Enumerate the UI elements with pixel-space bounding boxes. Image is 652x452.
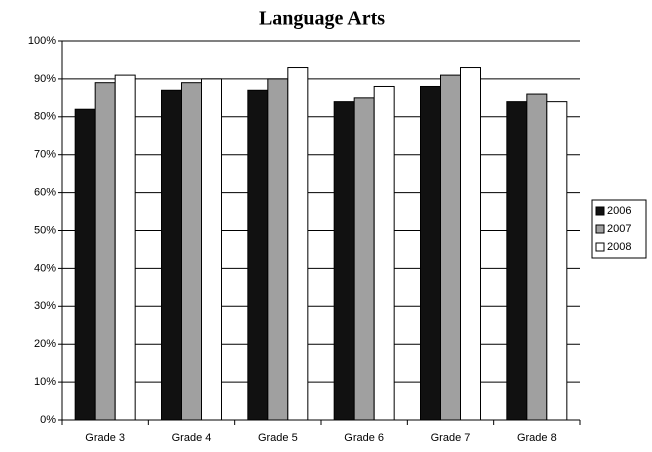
bar [287,67,309,421]
bar [373,85,395,421]
y-tick-label: 10% [34,376,56,388]
y-tick-label: 30% [34,300,56,312]
x-tick-label: Grade 4 [172,432,212,444]
legend-swatch [595,224,605,234]
bar [114,74,136,421]
y-tick-label: 40% [34,262,56,274]
y-tick-label: 0% [40,414,56,426]
bar [526,93,548,421]
bar [74,108,96,421]
legend-label: 2006 [607,205,631,217]
bar [420,85,441,421]
bar [333,101,355,421]
y-tick-label: 50% [34,224,56,236]
x-tick-label: Grade 8 [517,432,557,444]
x-tick-label: Grade 7 [431,432,471,444]
y-tick-label: 100% [28,35,56,47]
bar [506,101,528,421]
chart-title: Language Arts [259,8,385,30]
x-tick-label: Grade 5 [258,432,298,444]
bar [201,78,222,421]
y-tick-label: 90% [34,73,56,85]
bar [353,97,375,421]
bar [267,78,289,421]
bar [161,89,182,421]
legend-label: 2007 [607,223,631,235]
y-tick-label: 20% [34,338,56,350]
legend-label: 2008 [607,241,631,253]
bar [94,82,116,421]
bar [247,89,269,421]
bar [440,74,461,421]
legend-swatch [595,242,605,252]
bar [460,67,481,421]
y-tick-label: 70% [34,149,56,161]
bar [546,101,568,421]
bar [181,82,202,421]
y-tick-label: 80% [34,111,56,123]
legend-swatch [595,206,605,216]
x-tick-label: Grade 6 [344,432,384,444]
y-tick-label: 60% [34,187,56,199]
x-tick-label: Grade 3 [85,432,125,444]
